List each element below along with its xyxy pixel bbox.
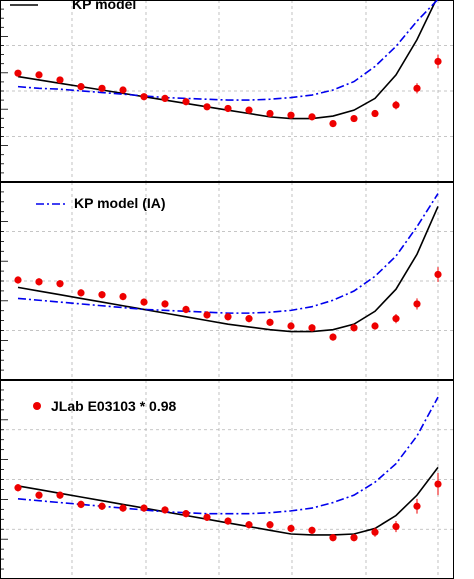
data-point	[14, 484, 22, 492]
data-point	[266, 318, 274, 326]
data-point	[161, 300, 169, 308]
data-point	[161, 506, 169, 514]
data-point	[371, 528, 379, 536]
data-point	[224, 313, 232, 321]
data-point	[245, 315, 253, 323]
legend-kp-model-label: KP model	[72, 0, 136, 12]
data-point	[350, 324, 358, 332]
legend-kp-model-ia-label: KP model (IA)	[74, 195, 166, 211]
data-point	[287, 524, 295, 533]
data-point	[392, 523, 400, 531]
middle-panel	[0, 181, 454, 381]
data-point	[203, 103, 211, 111]
data-point	[413, 300, 421, 308]
data-point	[35, 71, 43, 79]
data-point	[56, 76, 64, 84]
data-point	[203, 311, 211, 319]
legend-jlab-marker	[33, 402, 41, 410]
data-point	[308, 324, 316, 332]
data-point	[287, 111, 295, 119]
data-point	[350, 114, 358, 123]
legend-jlab-label: JLab E03103 * 0.98	[51, 398, 177, 414]
data-point	[119, 292, 127, 301]
data-point	[329, 534, 337, 542]
data-point	[77, 289, 85, 297]
data-point	[245, 106, 253, 114]
data-point	[392, 315, 400, 323]
data-point	[308, 526, 316, 534]
data-point	[371, 322, 379, 330]
bottom-panel	[0, 379, 454, 579]
legend-kp-model: KP model	[10, 0, 136, 12]
data-point	[203, 513, 211, 521]
data-point	[329, 333, 337, 341]
data-point	[56, 491, 64, 499]
data-point	[287, 322, 295, 330]
data-point	[98, 291, 106, 299]
data-point	[434, 270, 442, 279]
kp-model-curve	[17, 206, 439, 333]
data-point	[434, 480, 442, 488]
data-point	[392, 101, 400, 109]
data-point	[266, 521, 274, 529]
data-point	[434, 57, 442, 66]
data-point	[329, 120, 337, 128]
top-panel	[0, 0, 454, 183]
data-point	[161, 94, 169, 102]
data-point	[35, 491, 43, 499]
data-point	[77, 500, 85, 508]
data-point	[182, 98, 190, 106]
data-point	[182, 510, 190, 518]
data-point	[119, 504, 127, 512]
data-point	[245, 521, 253, 529]
data-point	[56, 280, 64, 288]
data-point	[224, 104, 232, 113]
data-point	[140, 504, 148, 512]
data-point	[224, 517, 232, 525]
data-point	[14, 69, 22, 77]
data-point	[140, 298, 148, 306]
data-point	[182, 305, 190, 314]
data-point	[140, 93, 148, 101]
data-point	[413, 84, 421, 92]
data-point	[98, 502, 106, 510]
data-point	[14, 276, 22, 284]
data-point	[98, 84, 106, 92]
data-point	[119, 86, 127, 94]
data-point	[371, 109, 379, 118]
kp-model-ia-curve	[17, 396, 439, 515]
data-point	[35, 278, 43, 286]
data-point	[266, 109, 274, 118]
legend-jlab: JLab E03103 * 0.98	[33, 398, 177, 414]
data-point	[308, 113, 316, 121]
data-point	[413, 502, 421, 510]
data-point	[77, 83, 85, 91]
data-point	[350, 534, 358, 542]
legend-kp-model-ia: KP model (IA)	[36, 195, 166, 211]
kp-model-ia-curve	[17, 0, 439, 101]
